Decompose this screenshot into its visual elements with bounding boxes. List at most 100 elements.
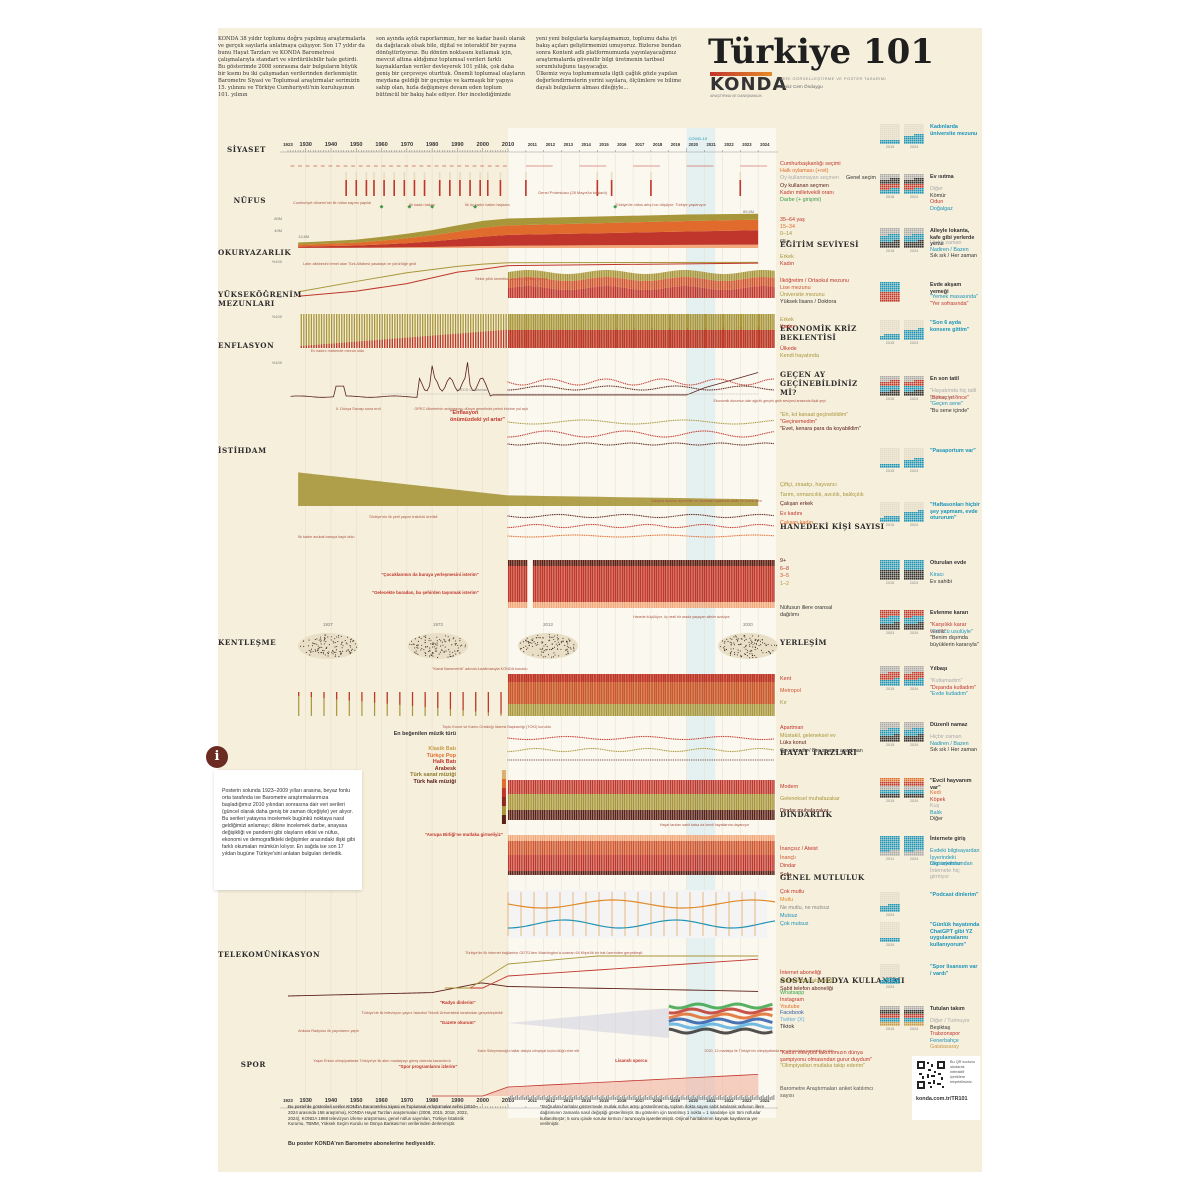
map-dot	[727, 641, 728, 642]
crisis-dot-self	[737, 386, 738, 387]
geçim-dot-kit	[639, 423, 640, 424]
crisis-dot-self	[696, 388, 697, 389]
map-dot	[529, 645, 530, 646]
edu-bar-uni	[702, 272, 703, 279]
map-dot	[453, 637, 454, 638]
geçim-dot-kit	[547, 423, 548, 424]
emp-dot-male	[717, 516, 718, 517]
crisis-dot-self	[598, 386, 599, 387]
geçim-dot-yes	[518, 444, 519, 445]
hh-bar-68	[586, 560, 587, 566]
edu-bar-uni	[520, 270, 521, 277]
crisis-dot-country	[687, 384, 688, 385]
hh-bar-35	[643, 566, 644, 602]
edu-bar-uni	[713, 273, 714, 280]
emp-dot-male	[710, 516, 711, 517]
settle-bar-kent	[747, 674, 748, 682]
life-bar-modern	[763, 780, 764, 794]
edu-bar-lise	[533, 277, 534, 286]
map-dot	[447, 657, 448, 658]
edu-bar-lise	[526, 277, 527, 286]
grad-baro-female-bar	[581, 330, 582, 348]
edu-bar-primary	[570, 290, 571, 298]
geçim-dot-yes	[726, 443, 727, 444]
house-dot-mustakil	[507, 751, 508, 752]
emp-dot-housewife	[733, 527, 734, 528]
house-dot-gecekondu	[568, 760, 569, 761]
emp-dot-housewife	[611, 526, 612, 527]
geçim-dot-no	[662, 436, 663, 437]
map-dot	[553, 639, 554, 640]
edu-bar-uni	[706, 272, 707, 279]
life-bar-dindar	[713, 810, 714, 820]
grad-female-bar	[318, 345, 319, 348]
hh-bar-68	[670, 560, 671, 566]
map-dot	[341, 636, 342, 637]
geçim-dot-no	[749, 436, 750, 437]
crisis-dot-country	[614, 380, 615, 381]
crisis-dot-self	[693, 388, 694, 389]
emp-dot-male	[659, 517, 660, 518]
hh-bar-35	[627, 566, 628, 602]
hh-bar-68	[759, 560, 760, 566]
house-dot-gecekondu	[661, 760, 662, 761]
crisis-dot-self	[623, 387, 624, 388]
turnout-bar	[479, 180, 481, 196]
crisis-dot-country	[591, 381, 592, 382]
life-bar-gelenek	[679, 794, 680, 810]
life-bar-modern	[608, 780, 609, 794]
life-bar-modern	[529, 780, 530, 794]
emp-dot-housewife	[582, 525, 583, 526]
edu-bar-primary	[647, 290, 648, 298]
emp-dot-male	[758, 514, 759, 515]
annotation: "Kanal Barometrik" adında kısaltmasıyla …	[432, 667, 527, 671]
map-dot	[536, 645, 537, 646]
house-dot-apt	[707, 737, 708, 738]
grad-baro-female-bar	[720, 330, 721, 348]
geçim-dot-yes	[554, 444, 555, 445]
life-bar-dindar	[529, 810, 530, 820]
relig-bar-inancli	[560, 841, 561, 855]
crisis-dot-self	[769, 389, 770, 390]
year-label: 1950	[350, 142, 362, 148]
relig-bar-dindar	[540, 855, 541, 871]
crisis-dot-self	[662, 387, 663, 388]
map-dot	[308, 645, 309, 646]
hh-bar-68	[739, 560, 740, 566]
house-dot-mustakil	[712, 749, 713, 750]
life-bar-modern	[590, 780, 591, 794]
life-bar-dindar	[535, 810, 536, 820]
emp-dot-female	[714, 536, 715, 537]
crisis-dot-self	[712, 389, 713, 390]
map-dot	[325, 654, 326, 655]
emp-dot-male	[749, 514, 750, 515]
edu-bar-lise	[572, 281, 573, 290]
map-dot	[538, 655, 539, 656]
map-dot	[439, 654, 440, 655]
life-bar-modern	[586, 780, 587, 794]
life-bar-gelenek	[622, 794, 623, 810]
geçim-dot-no	[753, 435, 754, 436]
map-dot	[424, 652, 425, 653]
grad-baro-female-bar	[752, 330, 753, 348]
edu-bar-lise	[700, 278, 701, 287]
crisis-dot-self	[604, 386, 605, 387]
house-dot-mustakil	[748, 749, 749, 750]
map-dot	[310, 652, 311, 653]
grad-baro-female-bar	[540, 330, 541, 348]
grad-baro-female-bar	[695, 330, 696, 348]
geçim-dot-yes	[671, 443, 672, 444]
geçim-dot-kit	[696, 420, 697, 421]
edu-bar-uni	[558, 274, 559, 281]
grad-baro-female-bar	[613, 330, 614, 348]
map-dot	[454, 651, 455, 652]
crisis-dot-self	[564, 389, 565, 390]
edu-bar-uni	[513, 271, 514, 278]
geçim-dot-no	[520, 435, 521, 436]
year-label: 2011	[528, 1098, 538, 1103]
geçim-dot-yes	[717, 442, 718, 443]
house-dot-apt	[532, 739, 533, 740]
grad-baro-female-bar	[732, 330, 733, 348]
house-dot-apt	[604, 739, 605, 740]
hh-bar-68	[581, 560, 582, 566]
